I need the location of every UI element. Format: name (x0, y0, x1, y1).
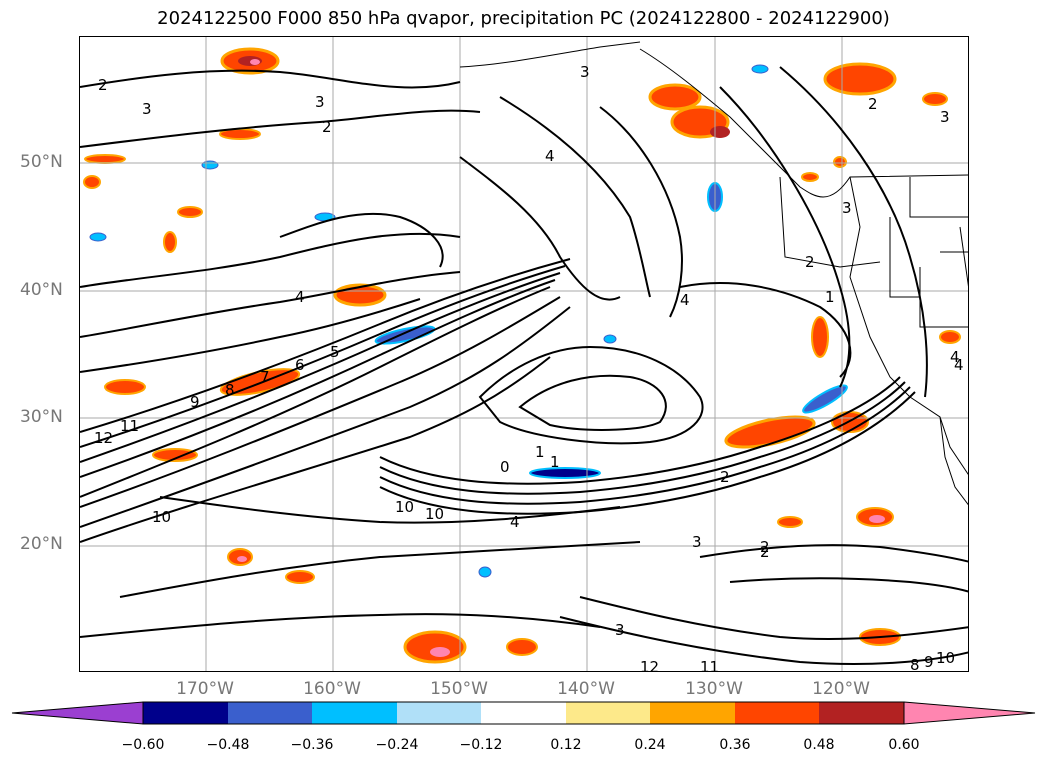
contour-label: 1 (535, 443, 545, 461)
lon-label-120w: 120°W (812, 679, 870, 699)
colorbar-segment (143, 702, 228, 724)
lat-label-40n: 40°N (20, 280, 63, 300)
colorbar-tick: 0.12 (550, 737, 582, 753)
precip-positive-areas (83, 47, 961, 664)
contour-label: 11 (700, 658, 719, 672)
colorbar-tick: 0.36 (719, 737, 751, 753)
colorbar-tick: −0.48 (206, 737, 250, 753)
contour-label: 4 (295, 288, 305, 306)
contour-label: 10 (425, 505, 444, 523)
contour-label: 2 (760, 538, 770, 556)
contour-label: 2 (868, 95, 878, 113)
colorbar-segment (566, 702, 650, 724)
lon-label-150w: 150°W (430, 679, 488, 699)
colorbar-segment (312, 702, 397, 724)
lon-label-170w: 170°W (176, 679, 234, 699)
lon-label-140w: 140°W (557, 679, 615, 699)
contour-label: 7 (260, 368, 270, 386)
colorbar-tick: −0.60 (121, 737, 165, 753)
contour-label: 10 (395, 498, 414, 516)
contour-label: 3 (940, 108, 950, 126)
contour-label: 2 (720, 468, 730, 486)
contour-label: 12 (640, 658, 659, 672)
contour-label: 9 (190, 393, 200, 411)
colorbar (11, 701, 1036, 725)
contour-label: 6 (295, 356, 305, 374)
colorbar-tick: −0.12 (459, 737, 503, 753)
colorbar-extend-max (903, 701, 1036, 725)
colorbar-extend-min (11, 701, 144, 725)
lon-label-130w: 130°W (685, 679, 743, 699)
contour-label: 3 (615, 621, 625, 639)
contour-label: 10 (152, 508, 171, 526)
contour-label: 2 (805, 253, 815, 271)
colorbar-segment (819, 702, 904, 724)
qvapor-contours (80, 66, 968, 665)
lat-label-50n: 50°N (20, 152, 63, 172)
contour-labels: 2 3 2 3 4 3 2 3 4 1 2 12 11 10 9 8 7 6 5… (94, 63, 964, 672)
contour-label: 11 (120, 417, 139, 435)
coastlines (459, 41, 968, 506)
contour-label: 1 (550, 453, 560, 471)
colorbar-segment (228, 702, 312, 724)
contour-label: 10 (936, 649, 955, 667)
colorbar-tick: 0.24 (634, 737, 666, 753)
contour-label: 3 (692, 533, 702, 551)
contour-label: 8 (910, 656, 920, 672)
contour-label: 4 (950, 348, 960, 366)
contour-label: 3 (580, 63, 590, 81)
contour-label: 4 (545, 147, 555, 165)
map-plot-area: 2 3 2 3 4 3 2 3 4 1 2 12 11 10 9 8 7 6 5… (79, 36, 969, 672)
graticule (80, 37, 968, 671)
contour-label: 1 (825, 288, 835, 306)
colorbar-segment (397, 702, 481, 724)
contour-label: 5 (330, 343, 340, 361)
lon-label-160w: 160°W (303, 679, 361, 699)
contour-label: 4 (954, 356, 964, 374)
contour-label: 2 (98, 76, 108, 94)
colorbar-segment (481, 702, 566, 724)
map-title: 2024122500 F000 850 hPa qvapor, precipit… (157, 8, 890, 29)
contour-label: 8 (225, 381, 235, 399)
contour-label: 9 (924, 653, 934, 671)
colorbar-tick: 0.48 (803, 737, 835, 753)
contour-label: 4 (680, 291, 690, 309)
contour-label: 3 (842, 199, 852, 217)
contour-label: 0 (500, 458, 510, 476)
contour-label: 2 (322, 118, 332, 136)
contour-label: 3 (142, 100, 152, 118)
colorbar-tick: −0.36 (290, 737, 334, 753)
colorbar-segment (650, 702, 735, 724)
colorbar-tick: 0.60 (888, 737, 920, 753)
lat-label-30n: 30°N (20, 407, 63, 427)
contour-label: 2 (760, 543, 770, 561)
colorbar-segment (735, 702, 819, 724)
lat-label-20n: 20°N (20, 534, 63, 554)
contour-label: 12 (94, 429, 113, 447)
contour-label: 4 (510, 513, 520, 531)
map-canvas: 2 3 2 3 4 3 2 3 4 1 2 12 11 10 9 8 7 6 5… (80, 37, 968, 672)
contour-label: 3 (315, 93, 325, 111)
colorbar-tick: −0.24 (375, 737, 419, 753)
